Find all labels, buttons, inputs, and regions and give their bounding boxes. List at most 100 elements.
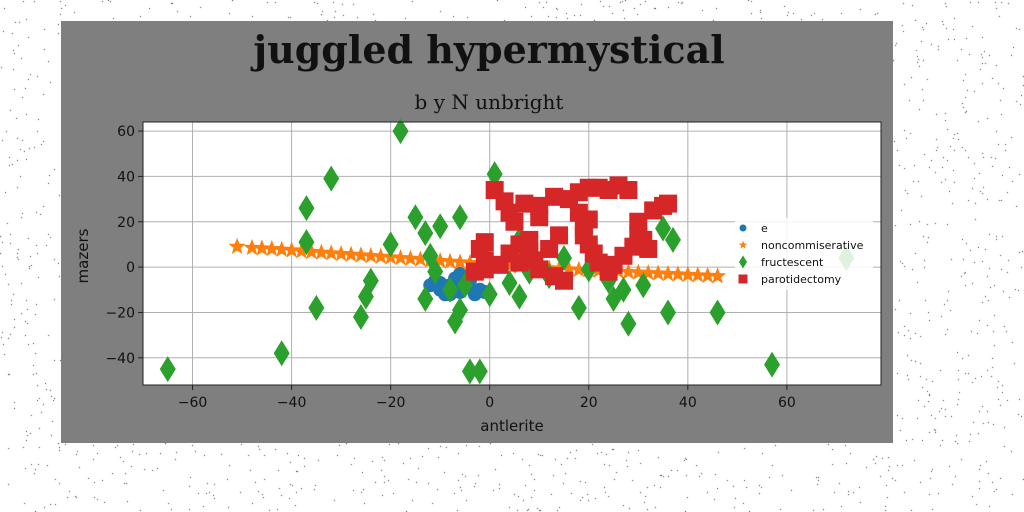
data-point-diamond [501,269,518,296]
legend-label: fructescent [761,256,824,269]
y-tick-label: −40 [105,351,135,367]
data-point-star [560,260,578,277]
data-point-diamond [764,351,781,378]
data-point-diamond [298,195,315,222]
data-point-square [629,212,648,231]
data-point-star [253,239,271,256]
data-point-square [520,230,539,249]
data-point-diamond [442,276,459,303]
legend-marker-square [738,274,748,284]
data-point-diamond [392,118,409,145]
data-point-diamond [635,272,652,299]
data-point-star [322,244,340,261]
data-point-diamond [570,294,587,321]
data-point-diamond [461,358,478,385]
ticks: −60 −40 −20 0 20 40 60 −40 −20 0 20 40 60 [105,124,795,411]
data-point-diamond [273,340,290,367]
data-point-diamond [511,283,528,310]
data-point-diamond [417,220,434,247]
data-point-square [659,194,678,213]
x-tick-label: 60 [778,395,796,411]
data-point-diamond [382,231,399,258]
data-point-diamond [323,165,340,192]
data-point-star [401,249,420,266]
chart-subtitle: b y N unbright [415,90,564,114]
data-point-diamond [407,204,424,231]
data-point-star [669,265,687,282]
data-point-star [411,250,429,267]
data-point-star [228,237,246,254]
x-tick-label: 20 [580,395,598,411]
data-point-diamond [664,226,681,253]
data-point-diamond [417,285,434,312]
legend-box [735,218,873,290]
data-point-diamond [655,215,672,242]
x-tick-label: −40 [277,395,307,411]
y-tick-label: 20 [117,215,135,231]
data-point-square [530,208,549,227]
y-axis-label: mazers [74,228,92,283]
y-tick-label: 60 [117,124,135,140]
data-point-square [475,233,494,252]
data-point-star [570,260,588,278]
data-point-diamond [486,161,503,188]
data-point-square [639,239,658,258]
y-tick-label: 0 [126,260,135,276]
data-point-diamond [556,245,573,272]
data-point-star [679,265,697,283]
legend-label: parotidectomy [761,273,842,286]
data-point-square [515,194,534,213]
data-point-diamond [660,299,677,326]
x-tick-label: −20 [376,395,406,411]
data-point-star [302,242,320,260]
data-point-star [619,263,637,280]
data-point-diamond [308,294,325,321]
data-point-diamond [298,229,315,256]
data-point-star [273,240,291,257]
series-layer [159,118,855,385]
scatter-chart: juggled hypermystical b y N unbright −60… [74,27,882,435]
data-point-star [689,266,707,283]
data-point-square [569,203,588,222]
data-point-star [699,266,717,283]
data-point-star [312,243,330,260]
chart-title: juggled hypermystical [250,27,724,72]
data-point-star [292,242,311,259]
legend-label: noncommiserative [761,239,864,252]
figure: juggled hypermystical b y N unbright −60… [61,21,893,443]
data-point-square [490,255,509,274]
data-point-diamond [481,281,498,308]
x-tick-label: 0 [485,395,494,411]
data-point-star [352,246,370,263]
legend: e noncommiserative fructescent parotidectom… [735,218,873,290]
x-axis-label: antlerite [480,417,543,435]
legend-marker-diamond [739,255,747,269]
y-tick-label: 40 [117,169,135,185]
series-parotidectomy [465,176,678,290]
data-point-star [659,264,677,282]
y-tick-label: −20 [105,305,135,321]
data-point-diamond [159,356,176,383]
data-point-diamond [451,204,468,231]
data-point-star [708,267,727,284]
data-point-diamond [471,358,488,385]
legend-marker-circle [739,224,747,232]
data-point-diamond [427,258,444,285]
data-point-star [431,251,449,269]
data-point-square [545,187,564,206]
legend-marker-star [738,240,748,249]
data-point-star [263,239,281,257]
data-point-star [342,245,360,262]
data-point-star [372,247,390,264]
data-point-diamond [432,213,449,240]
data-point-star [283,241,301,258]
data-point-diamond [451,297,468,324]
data-point-star [451,253,469,270]
data-point-square [540,239,559,258]
data-point-star [362,246,380,264]
data-point-diamond [352,303,369,330]
data-point-star [461,254,479,271]
data-point-diamond [620,310,637,337]
data-point-star [441,252,459,269]
data-point-diamond [362,267,379,294]
